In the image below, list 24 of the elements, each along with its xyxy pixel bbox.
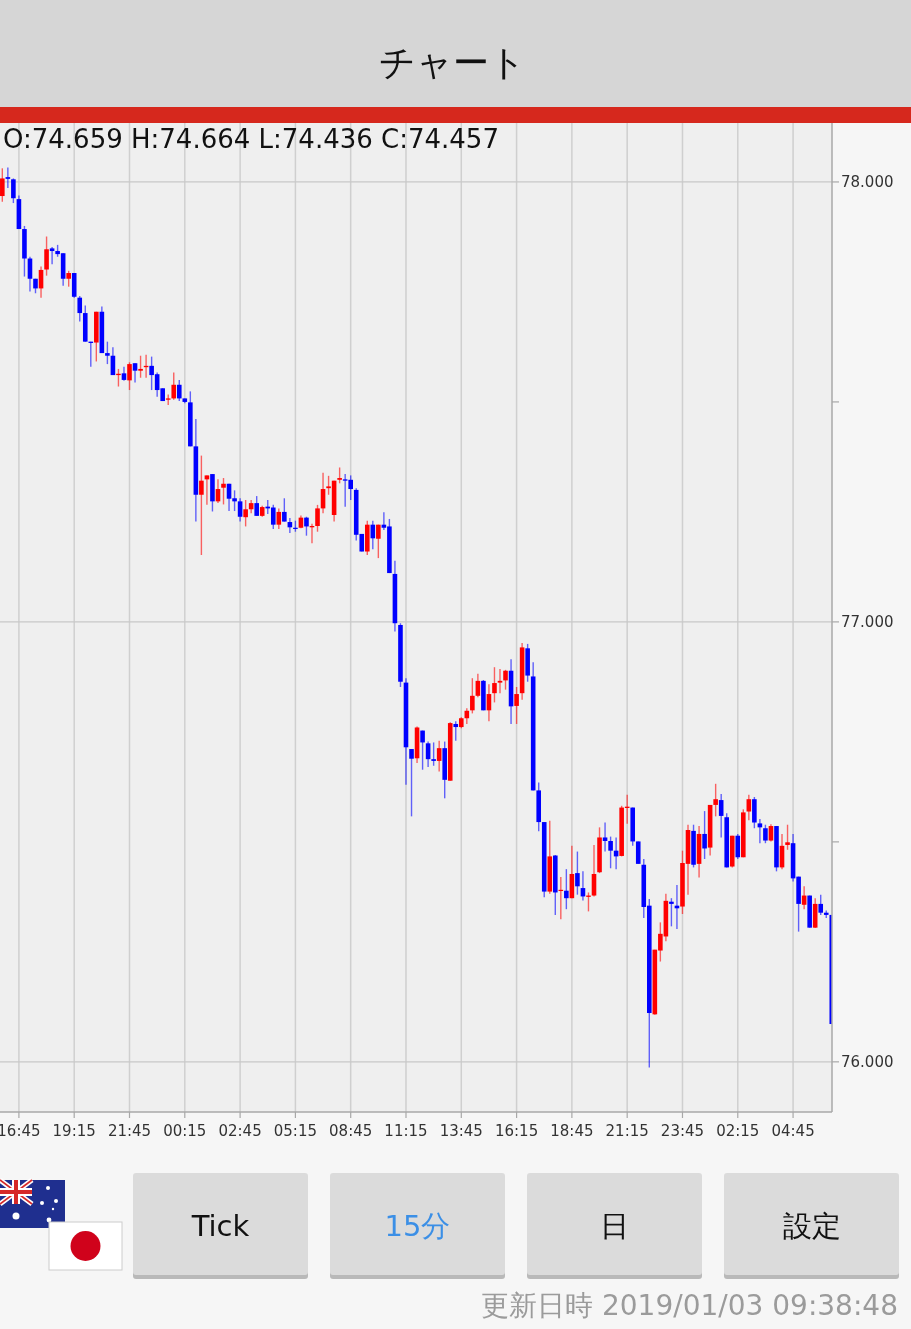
x-tick-label: 08:45 [329,1122,373,1140]
x-tick-label: 18:45 [550,1122,594,1140]
annotation: 更新日時 2019/01/03 09:38:48 [481,1288,898,1322]
button: Tick [133,1173,308,1279]
button: 日 [527,1173,702,1279]
x-tick-label: 21:45 [107,1122,152,1140]
x-tick-label: 00:15 [163,1122,207,1140]
x-tick-label: 13:45 [439,1122,483,1140]
button: 15分 [330,1173,505,1279]
y-tick-label: 77.000 [841,612,894,631]
x-tick-label: 16:15 [494,1122,539,1140]
x-tick-label: 04:45 [771,1122,815,1140]
x-tick-label: 11:15 [384,1122,428,1140]
button: 設定 [724,1173,899,1279]
x-tick-label: 02:15 [716,1122,760,1140]
x-tick-label: 23:45 [660,1122,705,1140]
x-tick-label: 05:15 [273,1122,318,1140]
annotation: O:74.659 H:74.664 L:74.436 C:74.457 [3,124,499,154]
x-tick-label: 02:45 [218,1122,262,1140]
x-tick-label: 21:15 [605,1122,649,1140]
y-tick-label: 78.000 [841,172,894,191]
x-tick-label: 19:15 [52,1122,96,1140]
y-tick-label: 76.000 [841,1052,894,1071]
title: チャート [378,41,526,83]
